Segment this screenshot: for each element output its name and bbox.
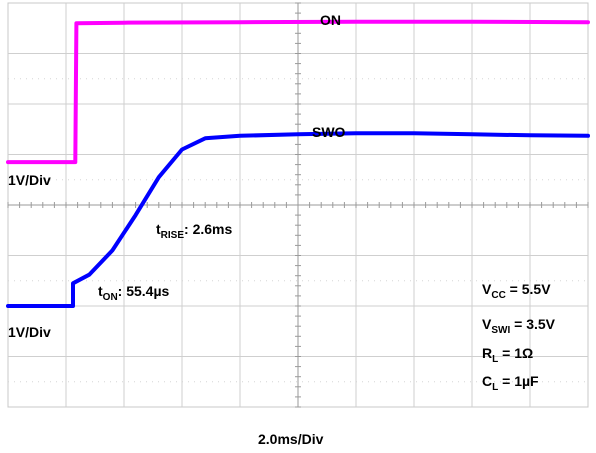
label-cl: CL = 1µF	[482, 373, 539, 393]
trace-on	[6, 19, 590, 165]
label-ch2-scale: 1V/Div	[8, 324, 51, 340]
label-vcc: VCC = 5.5V	[482, 281, 551, 301]
trace-swo	[6, 131, 590, 308]
label-on: ON	[320, 12, 341, 28]
label-vswi: VSWI = 3.5V	[482, 316, 556, 336]
label-time-scale: 2.0ms/Div	[258, 431, 324, 447]
label-t-rise: tRISE: 2.6ms	[156, 221, 232, 241]
label-rl: RL = 1Ω	[482, 345, 533, 365]
label-swo: SWO	[312, 124, 346, 140]
label-ch1-scale: 1V/Div	[8, 172, 51, 188]
graticule	[7, 2, 589, 408]
traces	[6, 19, 590, 308]
label-t-on: tON: 55.4µs	[98, 283, 170, 303]
